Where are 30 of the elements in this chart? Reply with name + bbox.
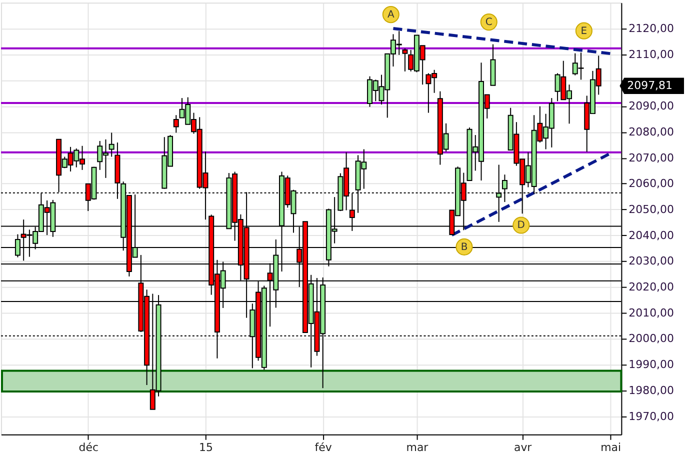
candlestick [108, 132, 114, 158]
y-tick-label: 2080,00 [628, 125, 674, 138]
y-tick-label: 2020,00 [628, 280, 674, 294]
x-tick-label: 15 [199, 440, 213, 454]
x-tick-label: fév [314, 440, 332, 454]
annotation: E [580, 26, 588, 37]
annotation: D [517, 220, 526, 232]
y-tick-label: 1980,00 [628, 384, 674, 397]
y-tick-label: 2110,00 [628, 48, 674, 61]
y-tick-label: 2000,00 [628, 332, 674, 346]
y-tick-label: 2040,00 [628, 228, 674, 242]
candlestick [402, 48, 408, 72]
x-tick-label: avr [514, 440, 532, 454]
y-tick-label: 2070,00 [628, 151, 674, 164]
x-tick-label: déc [78, 440, 98, 454]
annotation: B [460, 242, 468, 253]
x-tick-label: mar [406, 440, 429, 454]
y-tick-label: 2120,00 [628, 22, 674, 35]
candlestick [173, 114, 179, 134]
annotation: C [485, 17, 492, 28]
text: 2097,81 [627, 78, 672, 92]
y-tick-label: 1970,00 [628, 410, 674, 423]
x-tick-label: mai [600, 440, 622, 454]
y-tick-label: 2060,00 [628, 177, 674, 190]
y-tick-label: 2010,00 [628, 306, 674, 320]
annotation: A [387, 10, 394, 21]
y-tick-label: 2090,00 [628, 100, 674, 113]
y-tick-label: 2030,00 [628, 254, 674, 268]
y-tick-label: 1990,00 [628, 358, 674, 372]
y-tick-label: 2050,00 [628, 202, 674, 216]
